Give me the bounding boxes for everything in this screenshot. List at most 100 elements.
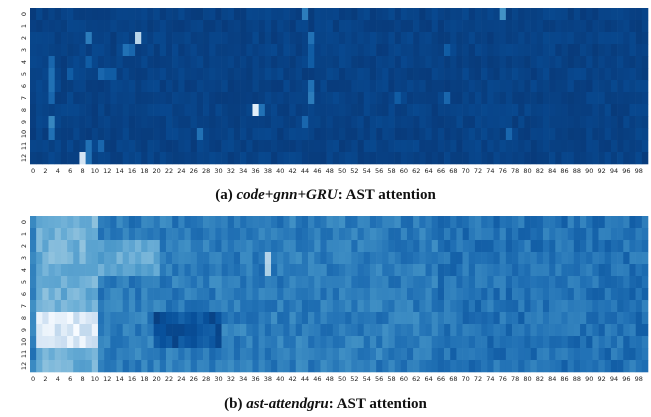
heatmap-cell: [345, 116, 352, 129]
heatmap-cell: [468, 140, 476, 153]
heatmap-cell: [190, 276, 198, 289]
heatmap-cell: [320, 276, 327, 289]
heatmap-cell: [91, 152, 99, 165]
heatmap-cell: [437, 360, 445, 373]
heatmap-cell: [190, 68, 198, 81]
heatmap-cell: [623, 80, 630, 93]
heatmap-cell: [610, 32, 618, 45]
heatmap-cell: [320, 92, 327, 105]
heatmap-cell: [376, 92, 383, 105]
heatmap-cell: [406, 312, 414, 325]
heatmap-cell: [295, 252, 303, 265]
heatmap-cell: [444, 336, 451, 349]
heatmap-cell: [295, 128, 303, 141]
heatmap-cell: [48, 312, 56, 325]
heatmap-cell: [555, 20, 562, 33]
heatmap-cell: [301, 152, 309, 165]
heatmap-cell: [456, 360, 463, 373]
heatmap-cell: [48, 228, 56, 241]
heatmap-cell: [67, 32, 74, 45]
heatmap-cell: [474, 44, 482, 57]
heatmap-cell: [122, 20, 130, 33]
heatmap-cell: [623, 68, 630, 81]
heatmap-cell: [573, 276, 581, 289]
heatmap-cell: [400, 264, 408, 277]
heatmap-cell: [122, 68, 130, 81]
heatmap-cell: [320, 228, 327, 241]
heatmap-cell: [586, 216, 593, 229]
heatmap-cell: [91, 128, 99, 141]
heatmap-cell: [246, 264, 253, 277]
heatmap-cell: [499, 20, 507, 33]
heatmap-cell: [406, 116, 414, 129]
heatmap-cell: [289, 128, 297, 141]
heatmap-cell: [135, 360, 142, 373]
heatmap-cell: [159, 288, 167, 301]
heatmap-cell: [586, 32, 593, 45]
heatmap-cell: [203, 252, 210, 265]
heatmap-cell: [30, 140, 37, 153]
heatmap-cell: [524, 216, 531, 229]
heatmap-cell: [369, 312, 377, 325]
heatmap-cell: [357, 116, 365, 129]
heatmap-cell: [209, 264, 216, 277]
heatmap-cell: [363, 288, 371, 301]
heatmap-cell: [135, 92, 142, 105]
heatmap-cell: [332, 360, 340, 373]
heatmap-cell: [481, 276, 488, 289]
heatmap-cell: [295, 300, 303, 313]
heatmap-cell: [345, 8, 352, 21]
heatmap-cell: [567, 240, 575, 253]
heatmap-cell: [629, 264, 636, 277]
heatmap-cell: [252, 312, 259, 325]
heatmap-cell: [345, 20, 352, 33]
heatmap-cell: [394, 360, 402, 373]
heatmap-cell: [227, 312, 235, 325]
heatmap-cell: [339, 240, 346, 253]
heatmap-cell: [598, 300, 606, 313]
heatmap-cell: [326, 8, 334, 21]
x-tick-label: 20: [153, 167, 161, 175]
heatmap-cell: [555, 252, 562, 265]
heatmap-cell: [196, 68, 204, 81]
heatmap-cell: [54, 20, 62, 33]
heatmap-cell: [283, 216, 290, 229]
heatmap-cell: [573, 300, 581, 313]
heatmap-cell: [468, 300, 476, 313]
heatmap-cell: [555, 104, 562, 117]
heatmap-cell: [326, 140, 334, 153]
heatmap-cell: [388, 128, 395, 141]
heatmap-cell: [376, 228, 383, 241]
heatmap-cell: [444, 288, 451, 301]
heatmap-cell: [48, 240, 56, 253]
heatmap-cell: [542, 312, 550, 325]
heatmap-cell: [314, 300, 321, 313]
heatmap-cell: [91, 336, 99, 349]
heatmap-cell: [499, 80, 507, 93]
heatmap-cell: [91, 20, 99, 33]
heatmap-cell: [308, 80, 315, 93]
heatmap-cell: [561, 336, 568, 349]
heatmap-cell: [567, 116, 575, 129]
heatmap-cell: [592, 288, 599, 301]
heatmap-cell: [79, 276, 86, 289]
x-tick-label: 54: [363, 375, 371, 383]
heatmap-cell: [320, 312, 327, 325]
heatmap-cell: [283, 360, 290, 373]
heatmap-cell: [512, 288, 519, 301]
heatmap-cell: [623, 336, 630, 349]
heatmap-cell: [209, 44, 216, 57]
heatmap-cell: [505, 228, 513, 241]
heatmap-cell: [308, 252, 315, 265]
heatmap-cell: [437, 240, 445, 253]
heatmap-cell: [376, 216, 383, 229]
heatmap-cell: [499, 360, 507, 373]
heatmap-cell: [60, 348, 68, 361]
heatmap-cell: [598, 312, 606, 325]
heatmap-cell: [67, 288, 74, 301]
heatmap-cell: [431, 44, 439, 57]
heatmap-cell: [97, 32, 105, 45]
heatmap-cell: [209, 80, 216, 93]
heatmap-cell: [339, 300, 346, 313]
heatmap-cell: [468, 228, 476, 241]
